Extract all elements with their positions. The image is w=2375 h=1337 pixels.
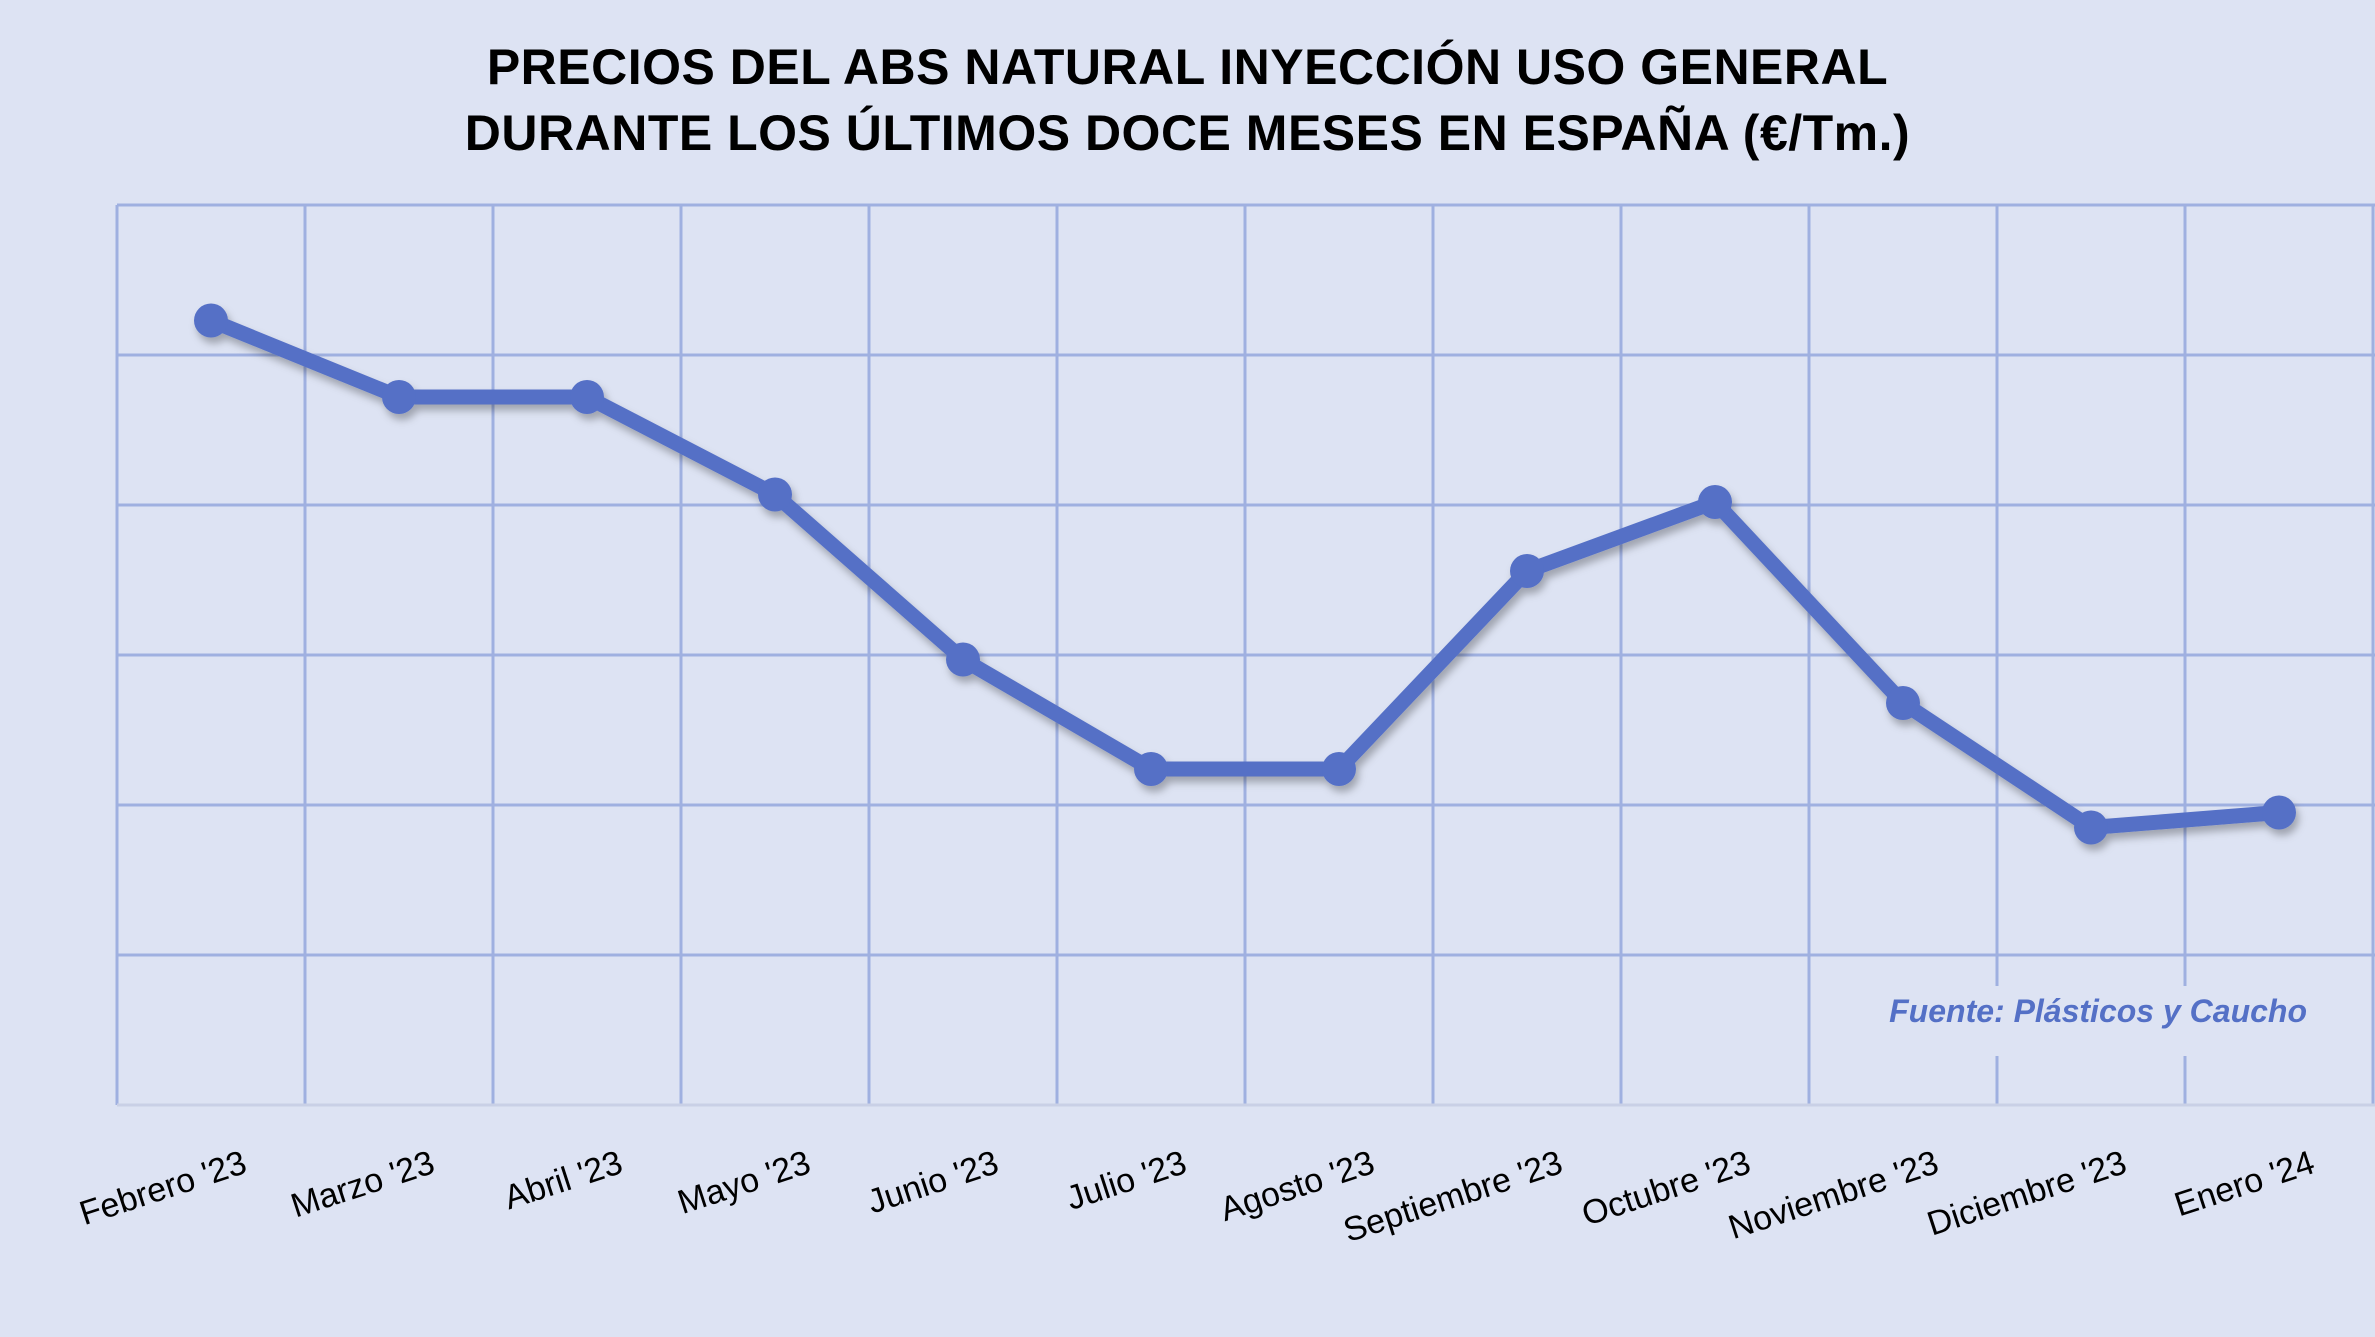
chart-title: PRECIOS DEL ABS NATURAL INYECCIÓN USO GE…	[0, 34, 2375, 166]
chart-title-line-1: PRECIOS DEL ABS NATURAL INYECCIÓN USO GE…	[486, 39, 1889, 95]
data-point-1	[382, 380, 416, 414]
data-point-6	[1322, 752, 1356, 786]
x-tick-label: Enero '24	[2170, 1143, 2319, 1224]
data-point-7	[1510, 554, 1544, 588]
series-layer	[194, 303, 2296, 845]
data-point-2	[570, 380, 604, 414]
x-tick-labels: Febrero '23 Marzo '23 Abril '23 Mayo '23 Jun…	[75, 1143, 2319, 1249]
data-point-11	[2262, 795, 2296, 830]
x-tick-label: Junio '23	[863, 1143, 1003, 1221]
source-note: Fuente: Plásticos y Caucho	[1889, 993, 2307, 1029]
series-line-0	[203, 313, 2287, 835]
data-point-5	[1134, 752, 1168, 786]
data-point-4	[946, 642, 980, 677]
data-point-8	[1698, 485, 1732, 519]
x-tick-label: Abril '23	[500, 1143, 628, 1217]
x-tick-label: Noviembre '23	[1724, 1143, 1943, 1247]
x-tick-label: Julio '23	[1062, 1143, 1191, 1217]
data-point-10	[2074, 810, 2108, 845]
x-tick-label: Febrero '23	[75, 1143, 251, 1233]
x-tick-label: Mayo '23	[673, 1143, 815, 1221]
data-point-0	[194, 303, 228, 338]
x-tick-label: Septiembre '23	[1339, 1143, 1567, 1249]
data-point-3	[758, 477, 792, 512]
data-point-9	[1886, 686, 1920, 720]
grid-layer	[115, 203, 2375, 1107]
source-note-background	[1868, 986, 2318, 1056]
x-tick-label: Marzo '23	[286, 1143, 439, 1225]
chart-title-line-2: DURANTE LOS ÚLTIMOS DOCE MESES EN ESPAÑA…	[464, 105, 1911, 161]
x-tick-label: Diciembre '23	[1923, 1143, 2131, 1243]
